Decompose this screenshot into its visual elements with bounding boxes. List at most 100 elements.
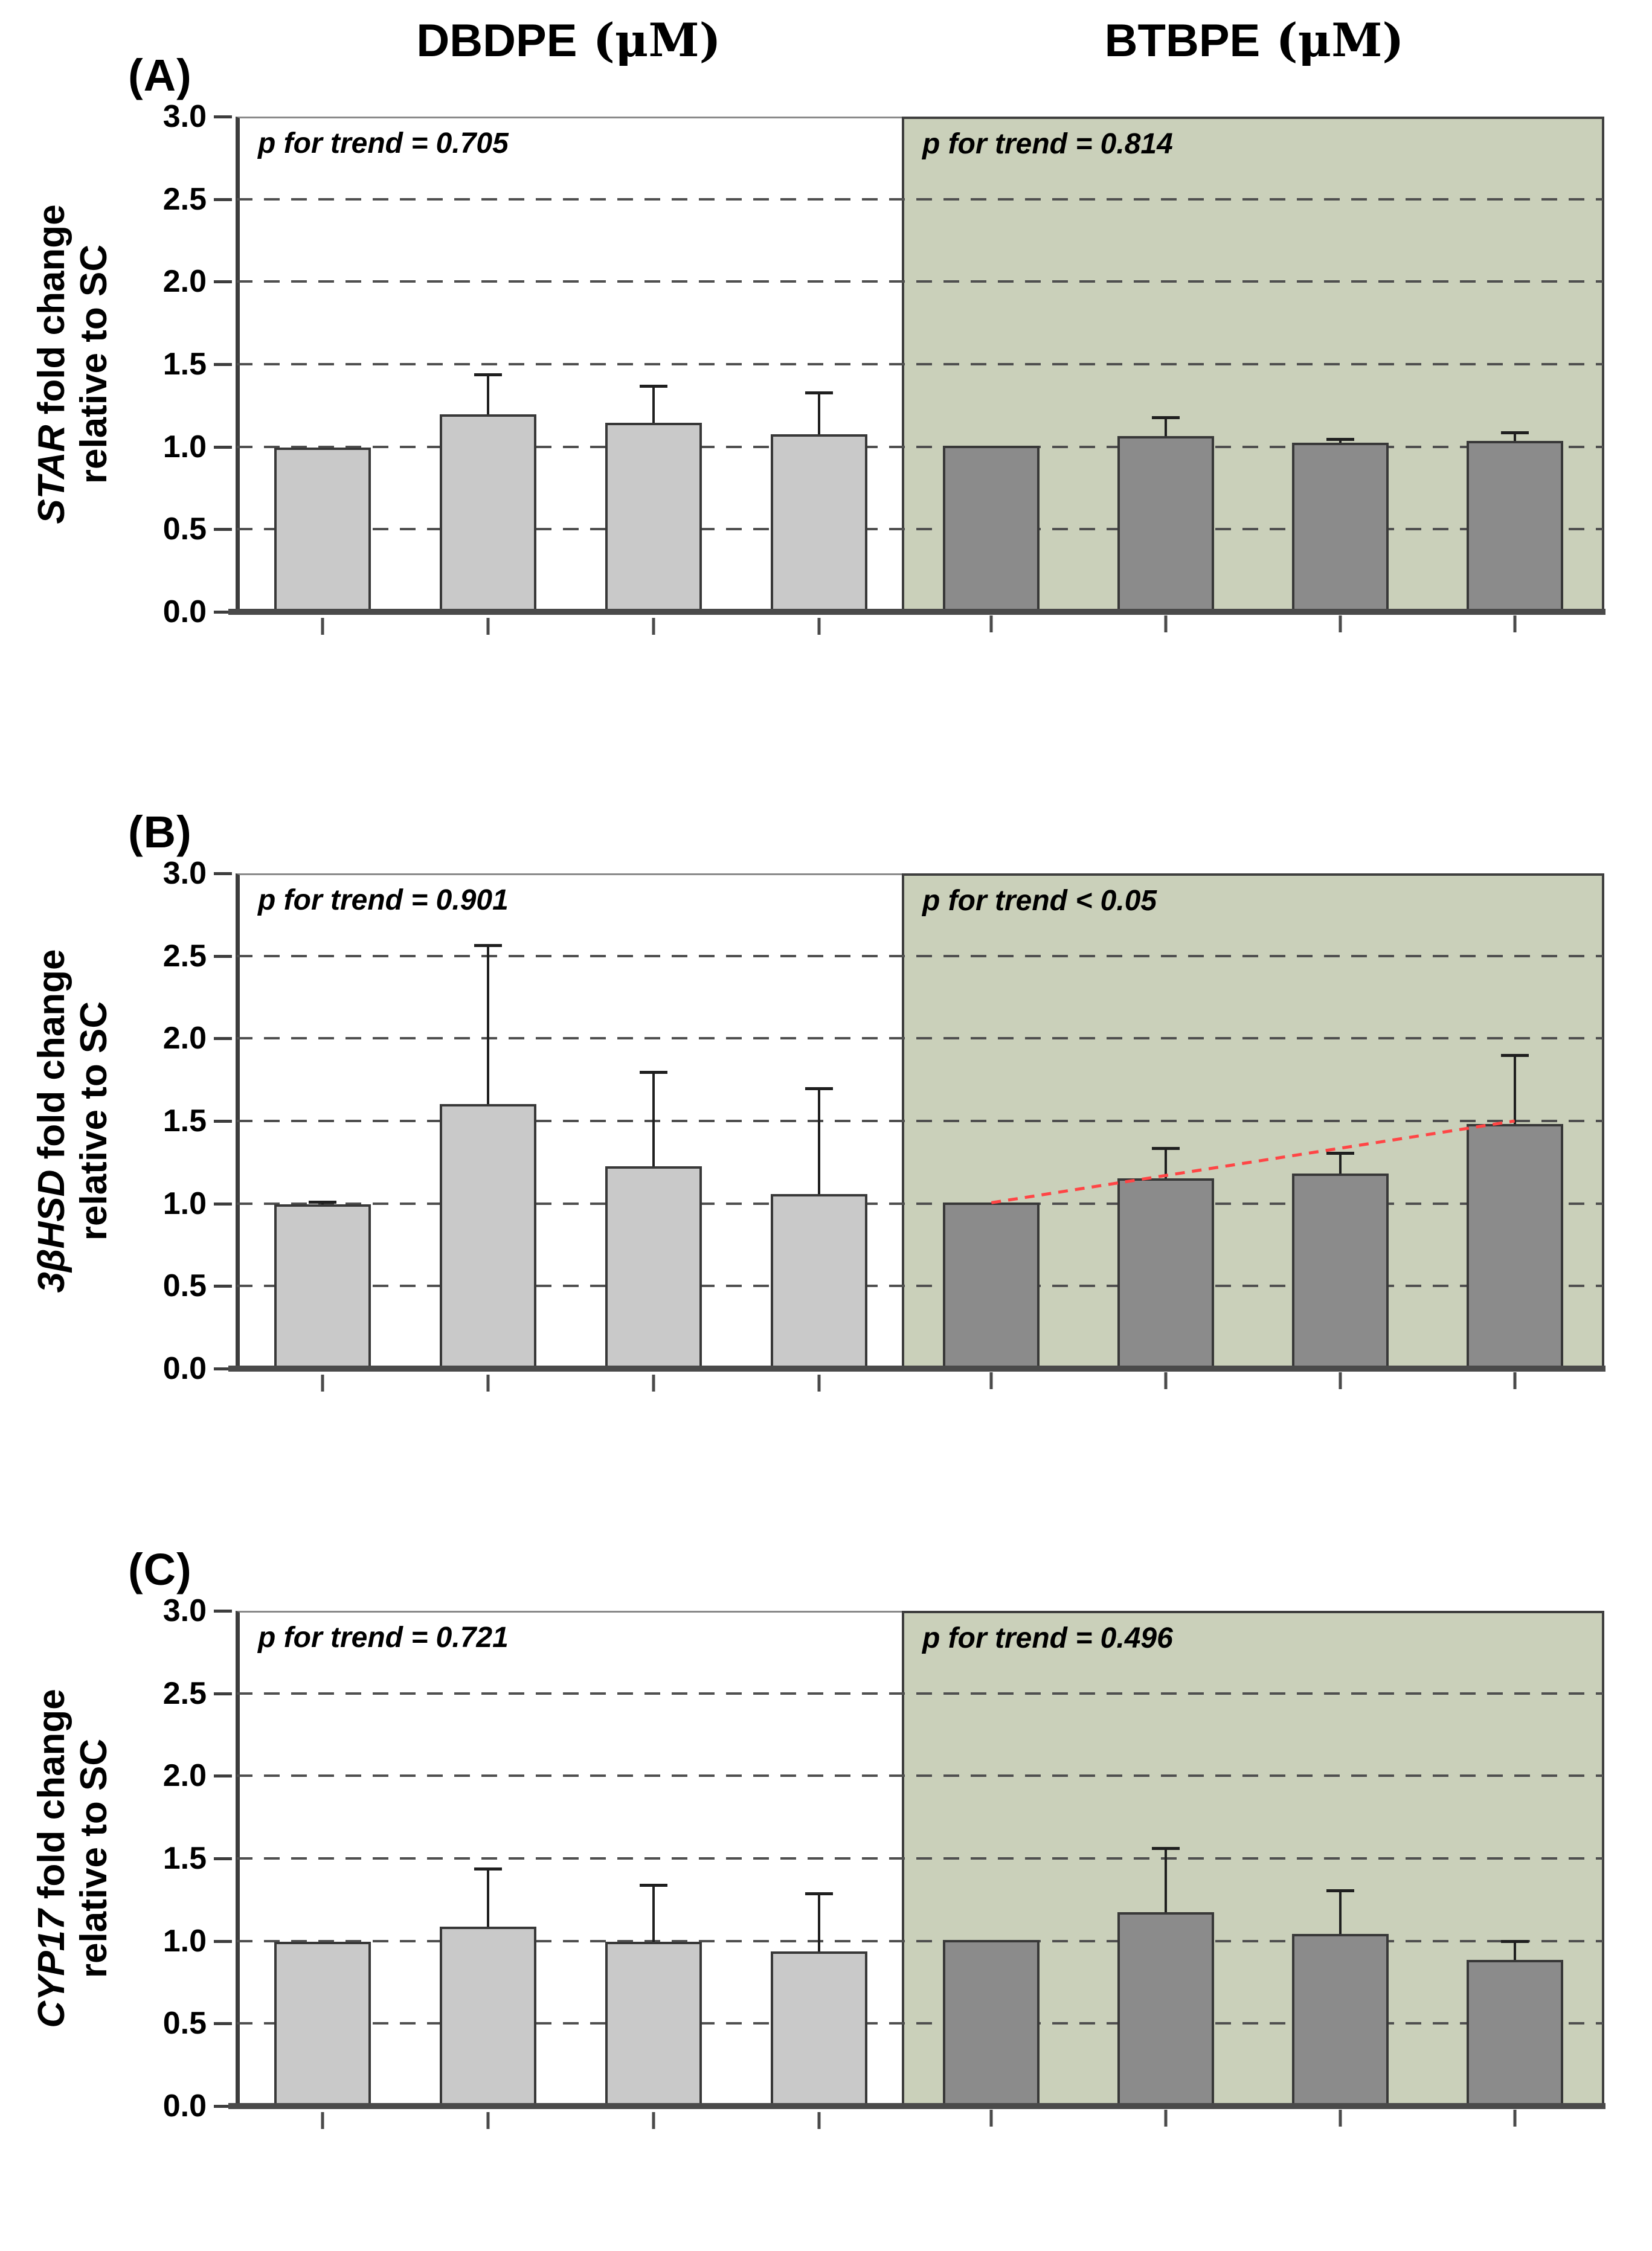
bar-slot [1079,119,1253,632]
bar [943,1940,1040,2104]
bar [771,1194,867,1369]
panel-a: DBDPE (μM) BTBPE (μM) (A) STAR fold chan… [0,0,1652,757]
x-tick-mark [321,618,324,635]
y-tick-mark [214,1285,232,1288]
gridline [237,2022,1603,2025]
x-axis-line [228,2103,1605,2109]
bar-slot [736,118,902,635]
y-tick-label: 2.5 [162,938,207,974]
bar [1466,1959,1563,2104]
x-tick-mark [817,618,821,635]
error-bar-cap [1152,416,1180,420]
y-tick-label: 2.0 [162,264,207,300]
plot-area-b: p for trend = 0.901 p for trend < 0.05 3… [163,856,1605,1392]
error-bar-stem [652,386,655,423]
y-tick-mark [214,1692,232,1695]
error-bar-stem [652,1886,655,1942]
gridline [237,1939,1603,1942]
x-tick-mark [1164,2110,1168,2127]
x-tick-mark [321,2112,324,2129]
x-tick-mark [1339,1372,1342,1389]
y-tick-mark [214,1202,232,1206]
error-bar-stem [487,374,489,415]
bar [1291,1933,1389,2104]
bar-slot [1253,119,1428,632]
y-tick-label: 2.5 [162,1675,207,1711]
error-bar-cap [805,1087,833,1091]
p-for-trend-label: p for trend = 0.705 [258,127,509,159]
panel-label-c: (C) [128,1544,192,1594]
error-bar-cap [640,1884,667,1887]
bar [1291,1173,1389,1366]
y-tick-mark [214,197,232,201]
panel-label-b: (B) [128,807,192,857]
x-tick-mark [652,618,655,635]
error-bar-cap [805,1892,833,1895]
column-title-dbdpe-main: DBDPE [416,15,577,66]
y-axis-title-a: STAR fold change relative to SC [4,117,143,612]
bar-slot [240,1613,405,2129]
bar [1117,436,1215,609]
bar-slot [1079,1613,1253,2127]
column-title-dbdpe: DBDPE (μM) [236,13,902,67]
bar-slot [240,875,405,1392]
y-tick-mark [214,1037,232,1041]
bar [1466,441,1563,609]
y-tick-mark [214,611,232,614]
gridline [237,1120,1603,1122]
bar [440,1927,536,2106]
x-tick-mark [652,2112,655,2129]
error-bar-stem [818,1893,820,1952]
p-for-trend-label: p for trend = 0.496 [922,1622,1173,1654]
column-title-btbpe-unit: (μM) [1260,13,1404,67]
bar [1291,442,1389,609]
y-tick-label: 1.0 [162,429,207,464]
y-tick-mark [214,445,232,449]
y-tick-label: 0.5 [162,1268,207,1304]
error-bar-stem [1339,1154,1342,1174]
column-title-btbpe: BTBPE (μM) [902,13,1607,67]
bar [605,422,702,612]
bar-slot [904,876,1079,1389]
y-tick-label: 0.5 [162,512,207,547]
bar-slot [405,118,571,635]
bar [605,1166,702,1369]
bar [440,1103,536,1369]
y-tick-mark [214,2022,232,2026]
error-bar-stem [1339,439,1342,443]
bar [274,447,371,612]
bar [943,446,1040,609]
panel-b: (B) 3βHSD fold change relative to SC p f… [0,757,1652,1514]
error-bar-stem [1165,1149,1168,1178]
bar-slot [1427,119,1602,632]
x-tick-mark [817,2112,821,2129]
bar [605,1941,702,2106]
y-axis-title-line2: relative to SC [73,1001,115,1241]
error-bar-stem [1165,418,1168,437]
bar [943,1203,1040,1366]
bar [1117,1178,1215,1366]
x-tick-mark [486,618,490,635]
y-tick-mark [214,872,232,875]
bar [440,414,536,612]
y-tick-label: 1.5 [162,347,207,382]
gridline [237,445,1603,448]
error-bar-cap [1326,1889,1354,1893]
y-axis-title-line1: CYP17 fold change [30,1689,72,2028]
error-bar-cap [1500,431,1529,434]
error-bar-cap [640,1070,667,1074]
error-bar-stem [1165,1848,1168,1913]
column-title-dbdpe-unit: (μM) [577,13,721,67]
error-bar-cap [474,1867,502,1870]
y-tick-mark [214,954,232,958]
error-bar-cap [640,384,667,388]
error-bar-cap [1326,1152,1354,1155]
error-bar-stem [1339,1891,1342,1934]
bar-slot [1427,1613,1602,2127]
x-tick-mark [1513,2110,1517,2127]
gene-name: STAR [30,425,72,524]
gridline [237,1285,1603,1288]
error-bar-cap [1326,437,1354,441]
x-tick-mark [652,1375,655,1392]
error-bar-stem [818,1089,820,1195]
